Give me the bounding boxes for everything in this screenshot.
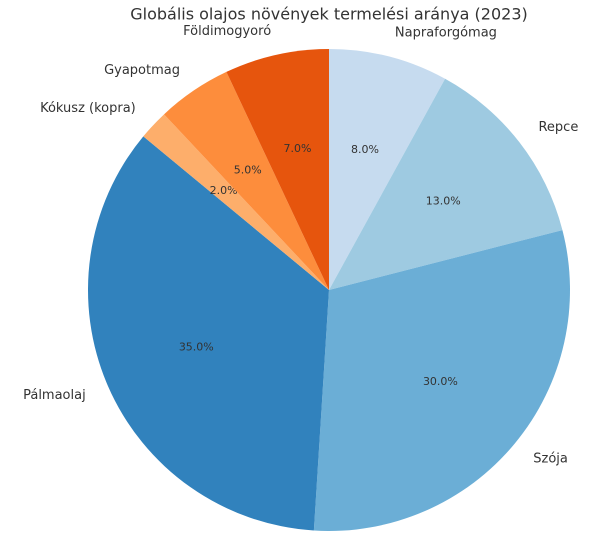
pie-slice (164, 71, 329, 291)
slice-label: Repce (538, 120, 578, 135)
chart-title: Globális olajos növények termelési arány… (130, 5, 528, 24)
value-label: 7.0% (283, 142, 311, 155)
slice-label: Napraforgómag (395, 26, 497, 41)
value-label: 35.0% (179, 340, 214, 353)
pie-slice (313, 230, 570, 531)
slice-label: Földimogyoró (183, 24, 271, 39)
slice-label: Kókusz (kopra) (40, 101, 136, 116)
slice-label: Gyapotmag (104, 63, 180, 78)
pie-slice (226, 49, 329, 290)
pie-slice (143, 114, 329, 290)
pie-slice (329, 78, 563, 290)
slice-label: Szója (533, 451, 568, 466)
value-label: 5.0% (234, 163, 262, 176)
pie-slice (88, 136, 329, 531)
pie-slice (329, 49, 446, 290)
slice-label: Pálmaolaj (23, 388, 86, 403)
value-label: 13.0% (426, 194, 461, 207)
value-label: 8.0% (351, 143, 379, 156)
value-label: 2.0% (210, 184, 238, 197)
value-label: 30.0% (423, 375, 458, 388)
